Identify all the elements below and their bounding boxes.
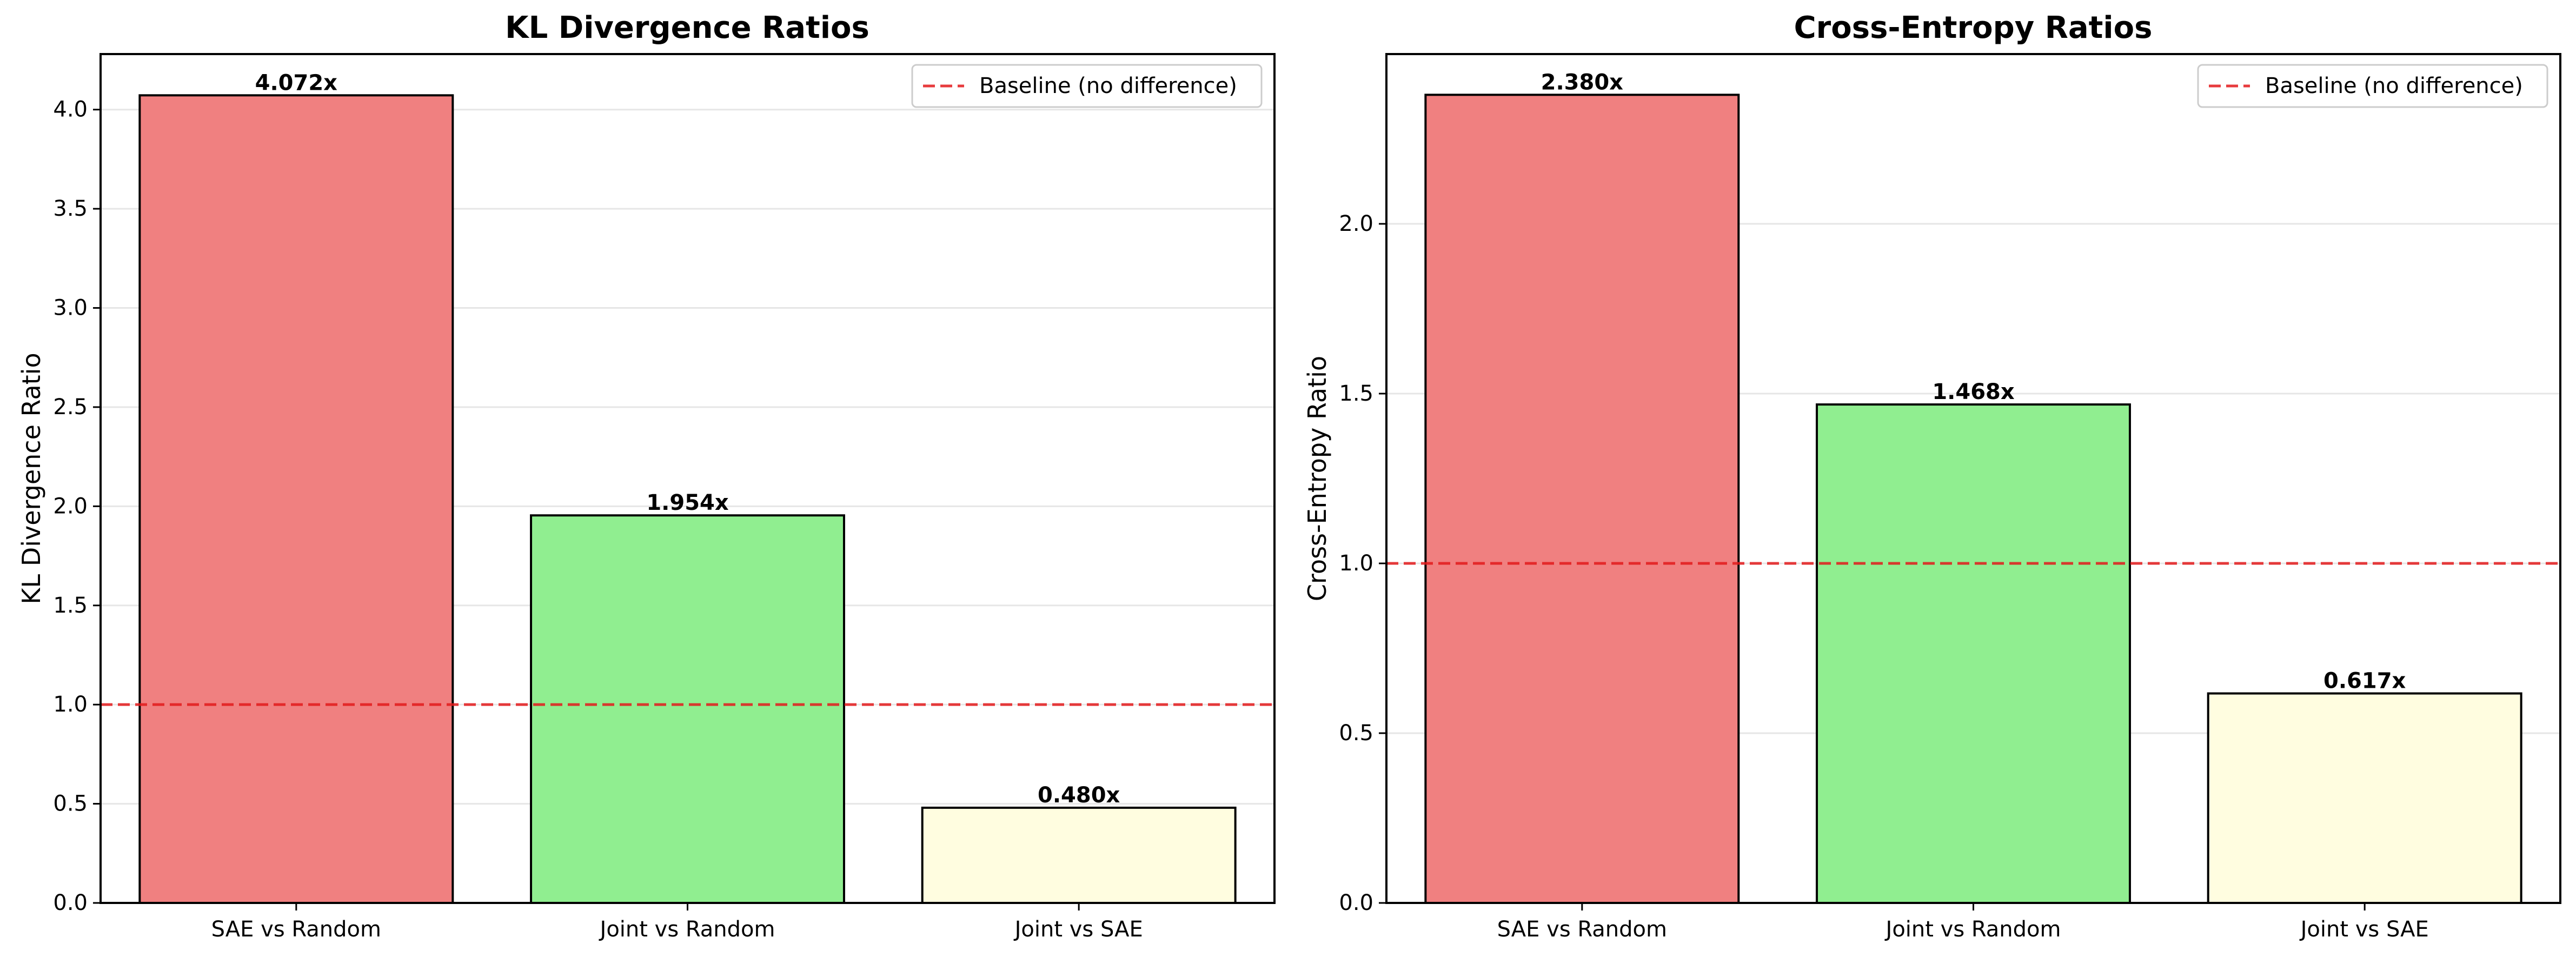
legend-box xyxy=(911,64,1263,108)
bar xyxy=(530,514,845,904)
y-axis-label: KL Divergence Ratio xyxy=(17,353,46,604)
bar-value-label: 1.468x xyxy=(1932,380,2015,404)
bar xyxy=(138,94,454,904)
bar xyxy=(1424,94,1740,905)
axes-frame xyxy=(99,53,1276,904)
x-tick-label: Joint vs Random xyxy=(1884,917,2061,942)
legend: Baseline (no difference) xyxy=(2197,64,2548,108)
y-tick-label: 0.0 xyxy=(53,890,88,915)
y-tick-label: 3.0 xyxy=(53,296,88,321)
x-tick-label: SAE vs Random xyxy=(211,917,381,942)
bar-value-label: 4.072x xyxy=(255,70,338,95)
legend-box xyxy=(2197,64,2548,108)
x-tick-label: Joint vs Random xyxy=(599,917,775,942)
legend: Baseline (no difference) xyxy=(911,64,1263,108)
y-tick-label: 2.0 xyxy=(53,494,88,519)
y-tick-label: 0.0 xyxy=(1339,890,1373,915)
x-tick-label: SAE vs Random xyxy=(1497,917,1667,942)
y-tick-label: 1.0 xyxy=(1339,551,1373,576)
bar-value-label: 1.954x xyxy=(646,490,729,515)
y-tick-label: 2.5 xyxy=(53,395,88,420)
axes-frame xyxy=(1385,53,2561,904)
bar-value-label: 2.380x xyxy=(1541,70,1624,95)
y-axis-label: Cross-Entropy Ratio xyxy=(1303,356,1332,601)
y-tick-label: 2.0 xyxy=(1339,211,1373,236)
y-tick-label: 1.0 xyxy=(53,692,88,717)
bar xyxy=(1816,403,2131,904)
bar-value-label: 0.617x xyxy=(2323,669,2406,694)
chart-kl-divergence: KL Divergence Ratios KL Divergence Ratio… xyxy=(17,10,1276,942)
bar xyxy=(2207,692,2522,905)
chart-title: KL Divergence Ratios xyxy=(505,10,869,45)
bar xyxy=(921,806,1237,905)
legend-label: Baseline (no difference) xyxy=(2265,74,2523,98)
y-tick-label: 4.0 xyxy=(53,97,88,122)
legend-label: Baseline (no difference) xyxy=(979,74,1237,98)
y-tick-label: 0.5 xyxy=(53,792,88,816)
y-tick-label: 1.5 xyxy=(53,593,88,618)
bar-value-label: 0.480x xyxy=(1038,783,1120,808)
x-tick-label: Joint vs SAE xyxy=(1013,917,1143,942)
chart-title: Cross-Entropy Ratios xyxy=(1794,10,2153,45)
y-tick-label: 1.5 xyxy=(1339,381,1373,406)
y-tick-label: 0.5 xyxy=(1339,721,1373,746)
chart-cross-entropy: Cross-Entropy Ratios Cross-Entropy Ratio… xyxy=(1303,10,2561,942)
x-tick-label: Joint vs SAE xyxy=(2299,917,2429,942)
y-tick-label: 3.5 xyxy=(53,196,88,221)
